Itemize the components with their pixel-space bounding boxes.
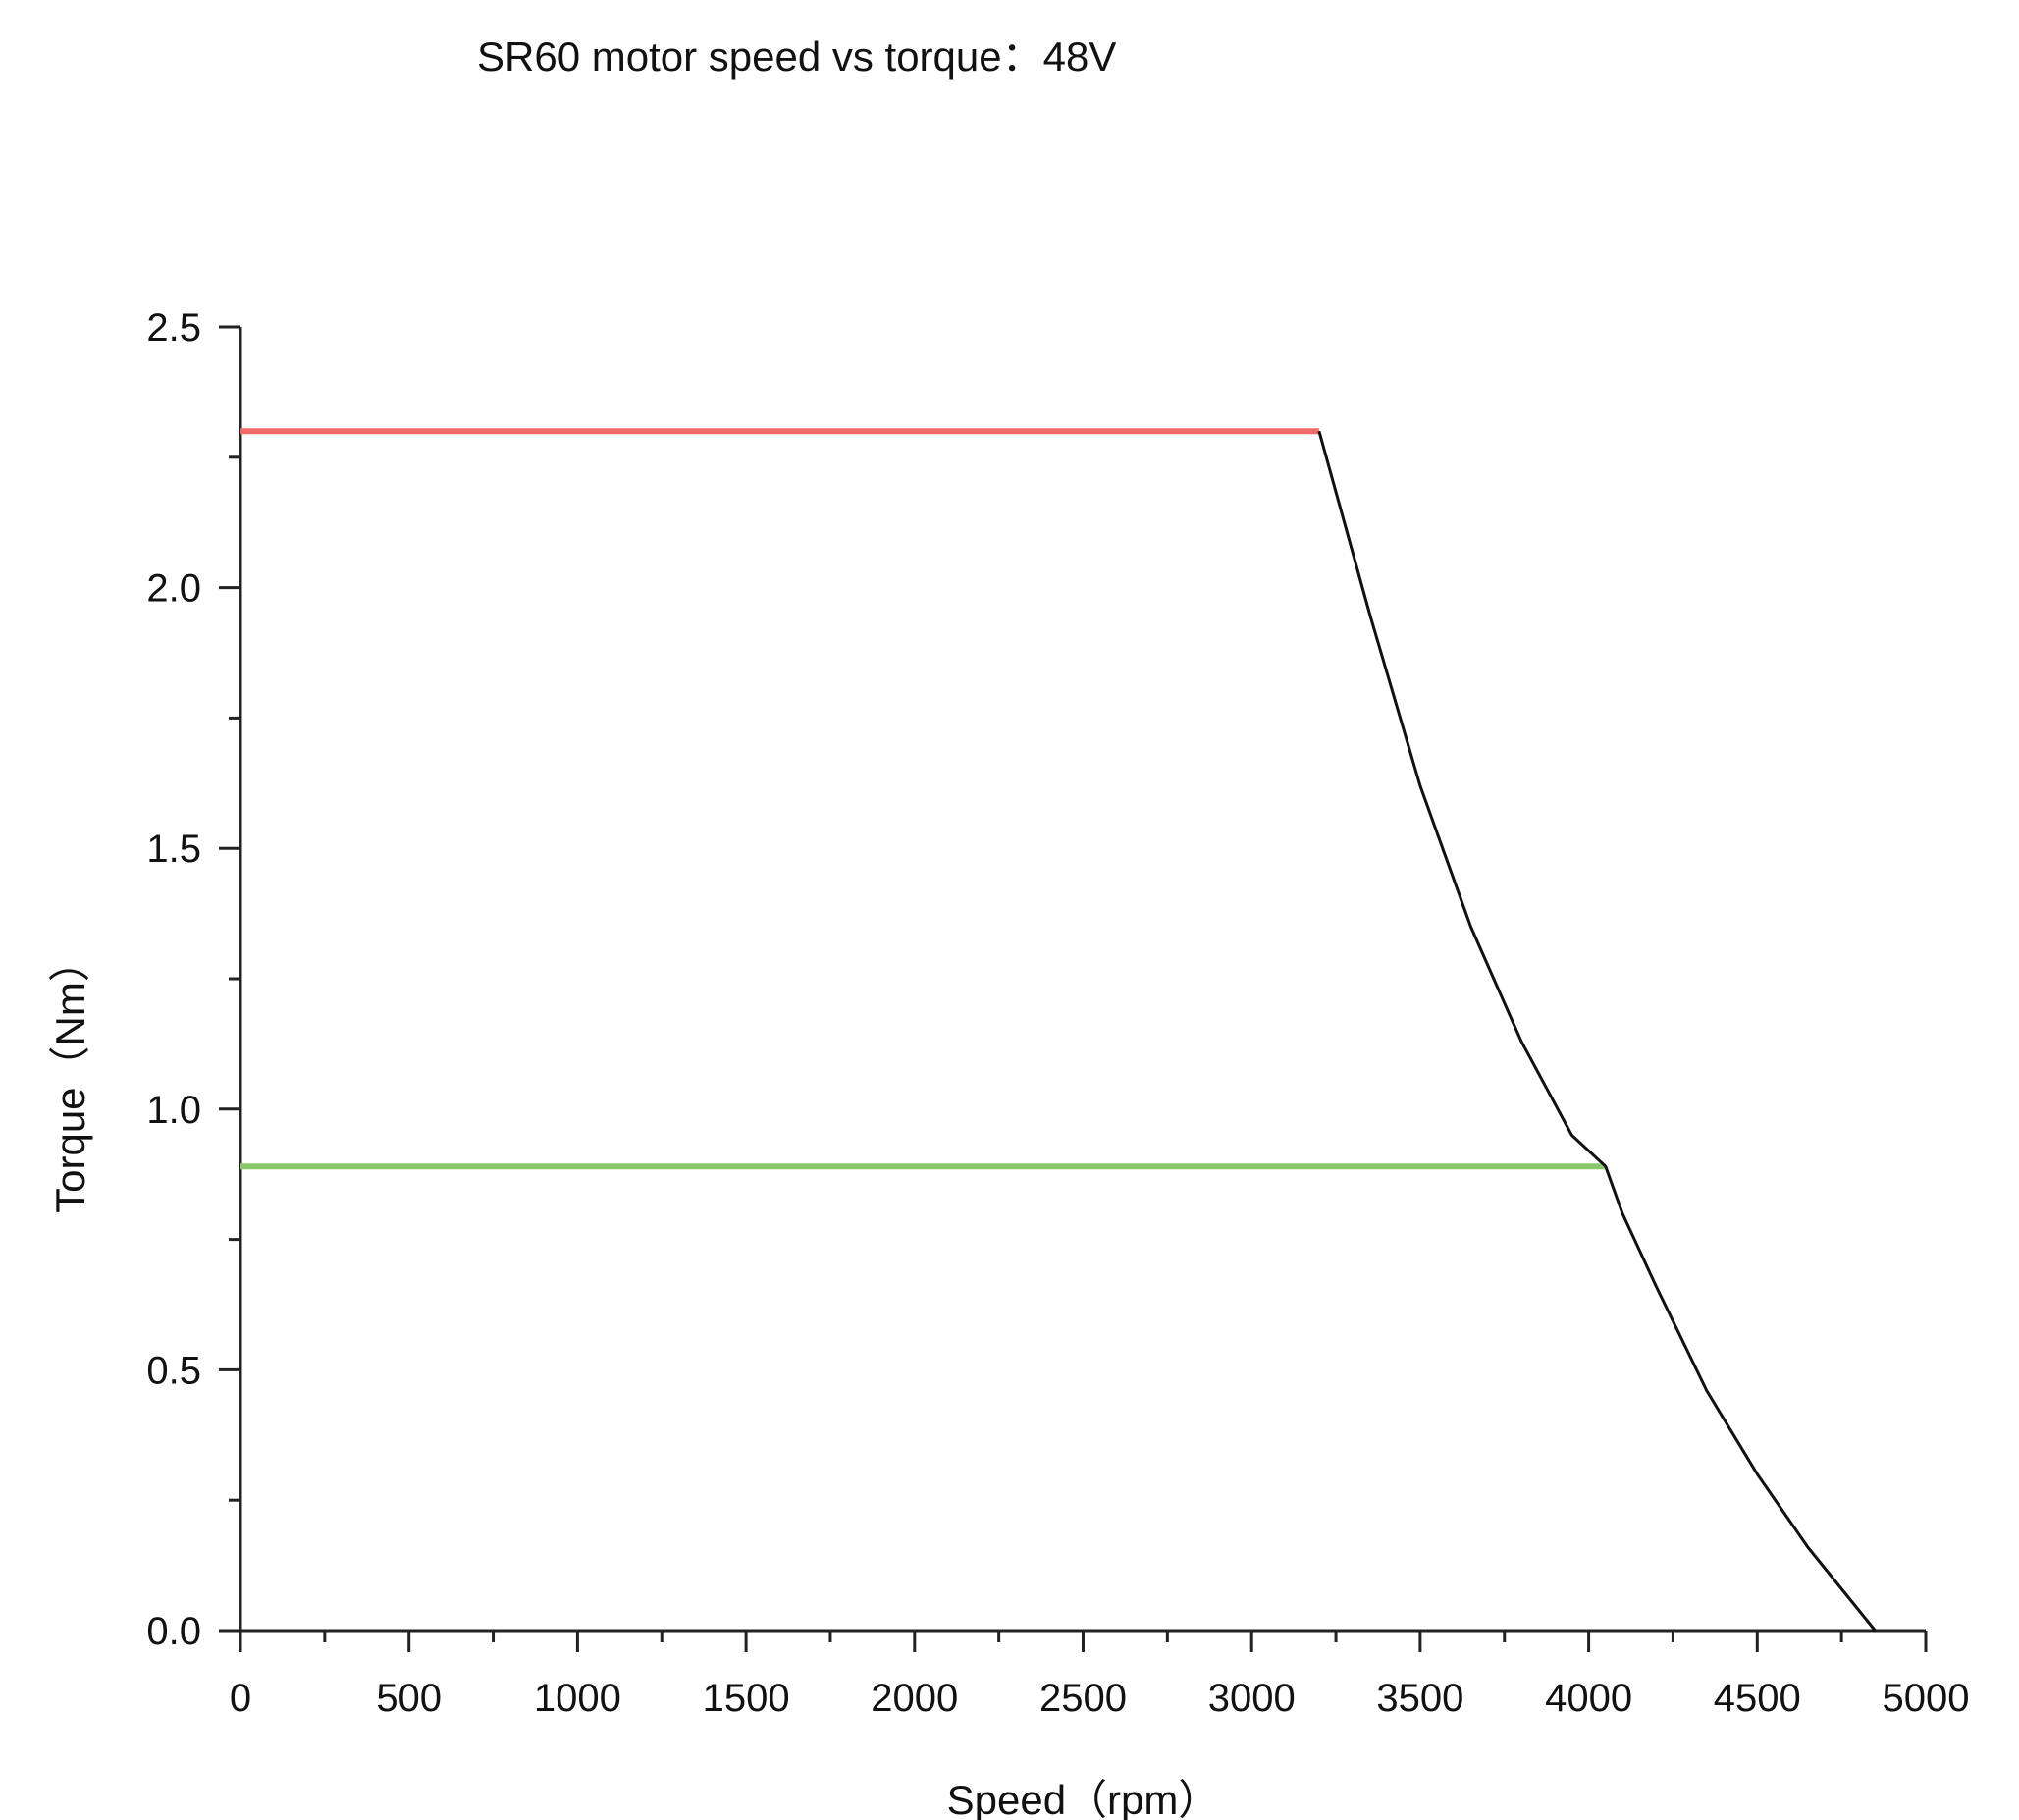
y-tick-label-1.5: 1.5 xyxy=(146,828,201,871)
x-tick-label-4500: 4500 xyxy=(1714,1677,1801,1720)
y-tick-label-0: 0.0 xyxy=(146,1610,201,1653)
series-line-3 xyxy=(1317,430,1877,1632)
chart-title: SR60 motor speed vs torque：48V xyxy=(477,33,1117,80)
x-tick-label-3000: 3000 xyxy=(1208,1677,1296,1720)
x-tick-label-500: 500 xyxy=(376,1677,442,1720)
y-tick-label-2: 2.0 xyxy=(146,567,201,611)
y-axis-title: Torque（Nm） xyxy=(47,940,93,1213)
x-tick-label-0: 0 xyxy=(230,1677,251,1720)
x-tick-label-3500: 3500 xyxy=(1376,1677,1463,1720)
x-tick-label-2500: 2500 xyxy=(1039,1677,1127,1720)
y-tick-label-1: 1.0 xyxy=(146,1089,201,1132)
x-axis-title: Speed（rpm） xyxy=(947,1777,1220,1820)
x-tick-label-4000: 4000 xyxy=(1545,1677,1632,1720)
x-tick-label-1000: 1000 xyxy=(534,1677,621,1720)
x-tick-label-1500: 1500 xyxy=(703,1677,790,1720)
x-tick-label-2000: 2000 xyxy=(871,1677,958,1720)
y-tick-label-0.5: 0.5 xyxy=(146,1349,201,1392)
x-tick-label-5000: 5000 xyxy=(1883,1677,1970,1720)
y-tick-label-2.5: 2.5 xyxy=(146,306,201,349)
